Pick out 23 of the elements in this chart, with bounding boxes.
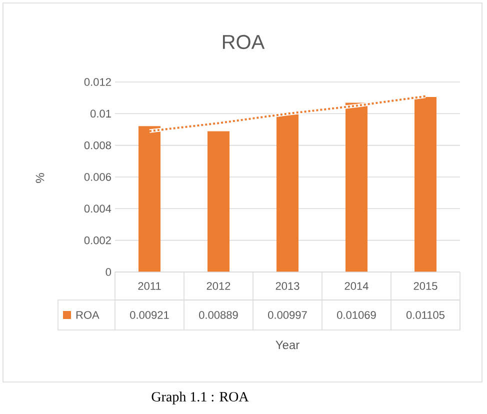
data-label: 0.01105 [406,311,444,319]
y-tick-label: 0.006 [84,173,111,181]
legend-label: ROA [76,311,100,319]
bar [208,131,230,272]
y-axis-title: % [36,173,44,183]
y-tick-label: 0.008 [84,141,111,150]
y-tick-label: 0.012 [84,78,111,86]
x-tick-label: 2013 [276,282,300,290]
y-tick-label: 0.004 [84,204,112,213]
chart-title: ROA [222,34,265,50]
y-tick-label: 0.002 [84,236,111,244]
data-label: 0.01069 [337,311,376,319]
x-axis-title: Year [276,340,300,350]
y-tick-label: 0 [106,268,112,276]
x-tick-label: 2015 [414,282,438,290]
data-label: 0.00997 [268,311,307,319]
x-tick-label: 2012 [206,282,230,290]
y-tick-label: 0.01 [90,110,111,118]
data-label: 0.00921 [130,311,169,319]
x-tick-label: 2011 [138,282,161,290]
caption: Graph 1.1 : ROA [152,392,249,404]
x-tick-label: 2014 [344,282,368,290]
data-label: 0.00889 [199,311,238,319]
